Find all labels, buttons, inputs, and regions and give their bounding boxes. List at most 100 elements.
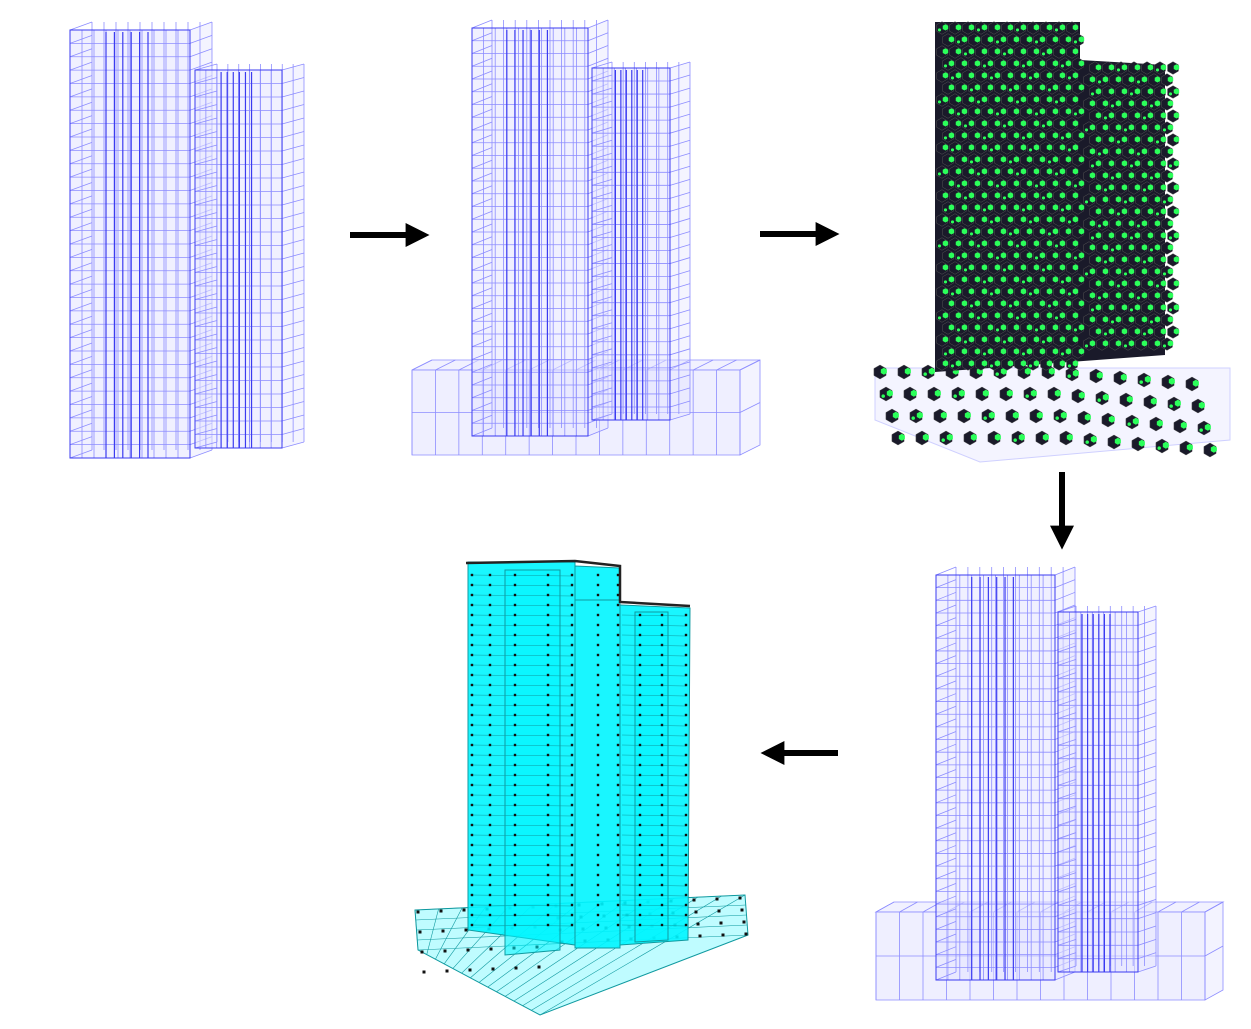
node bbox=[638, 883, 642, 887]
mesh-cell bbox=[1096, 241, 1109, 255]
node bbox=[660, 753, 664, 757]
mesh-cell bbox=[873, 364, 887, 380]
node bbox=[596, 873, 600, 877]
node bbox=[470, 753, 474, 757]
mesh-cell bbox=[1040, 141, 1053, 155]
mesh-cell bbox=[1001, 21, 1014, 35]
mesh-cell bbox=[1033, 57, 1046, 71]
mesh-cell bbox=[1167, 325, 1180, 339]
mesh-cell bbox=[1115, 253, 1128, 267]
mesh-cell bbox=[1083, 97, 1096, 111]
mesh-cell bbox=[968, 105, 981, 119]
node bbox=[570, 843, 574, 847]
node bbox=[488, 743, 492, 747]
mesh-cell bbox=[1053, 189, 1066, 203]
mesh-cell bbox=[1033, 81, 1046, 95]
node bbox=[488, 713, 492, 717]
node bbox=[513, 763, 517, 767]
node bbox=[616, 753, 620, 757]
node bbox=[616, 903, 620, 907]
mesh-cell bbox=[1122, 97, 1135, 111]
mesh-cell bbox=[988, 237, 1001, 251]
tower-a-wireframe bbox=[935, 566, 1076, 981]
mesh-cell bbox=[1053, 357, 1066, 371]
mesh-cell bbox=[1046, 345, 1059, 359]
mesh-cell bbox=[1141, 61, 1154, 75]
mesh-cell bbox=[999, 386, 1013, 402]
node bbox=[513, 823, 517, 827]
mesh-cell bbox=[1128, 229, 1141, 243]
node bbox=[470, 883, 474, 887]
mesh-cell bbox=[942, 153, 955, 167]
node bbox=[660, 883, 664, 887]
node bbox=[616, 723, 620, 727]
mesh-cell bbox=[1066, 333, 1079, 347]
mesh-cell bbox=[1033, 321, 1046, 335]
node bbox=[616, 573, 620, 577]
mesh-cell bbox=[975, 69, 988, 83]
node bbox=[684, 873, 688, 877]
node bbox=[596, 853, 600, 857]
mesh-cell bbox=[988, 333, 1001, 347]
mesh-cell bbox=[949, 237, 962, 251]
node bbox=[514, 966, 518, 970]
mesh-cell bbox=[1059, 81, 1072, 95]
node bbox=[570, 713, 574, 717]
node bbox=[470, 653, 474, 657]
mesh-cell bbox=[1141, 301, 1154, 315]
node bbox=[570, 593, 574, 597]
mesh-cell bbox=[1033, 129, 1046, 143]
node bbox=[546, 883, 550, 887]
panel-3-meshed-model bbox=[873, 21, 1231, 463]
node bbox=[488, 633, 492, 637]
mesh-cell bbox=[1020, 297, 1033, 311]
mesh-cell bbox=[1095, 390, 1109, 406]
mesh-cell bbox=[1109, 73, 1122, 87]
node bbox=[616, 603, 620, 607]
node bbox=[596, 713, 600, 717]
node bbox=[488, 813, 492, 817]
node bbox=[570, 573, 574, 577]
node bbox=[470, 853, 474, 857]
mesh-cell bbox=[1122, 121, 1135, 135]
mesh-cell bbox=[936, 141, 949, 155]
mesh-cell bbox=[1001, 141, 1014, 155]
panel-5-extruded-model bbox=[414, 559, 749, 1016]
mesh-cell bbox=[1027, 69, 1040, 83]
mesh-cell bbox=[1014, 333, 1027, 347]
mesh-cell bbox=[994, 321, 1007, 335]
mesh-cell bbox=[962, 333, 975, 347]
node bbox=[638, 723, 642, 727]
mesh-cell bbox=[955, 153, 968, 167]
node bbox=[488, 673, 492, 677]
mesh-cell bbox=[1014, 213, 1027, 227]
mesh-cell bbox=[1141, 277, 1154, 291]
mesh-cell bbox=[942, 321, 955, 335]
node bbox=[513, 683, 517, 687]
node bbox=[439, 909, 443, 913]
node bbox=[616, 893, 620, 897]
tower-b-wireframe bbox=[591, 61, 691, 421]
mesh-cell bbox=[1083, 73, 1096, 87]
node bbox=[513, 663, 517, 667]
node bbox=[546, 773, 550, 777]
mesh-cell bbox=[975, 285, 988, 299]
mesh-cell bbox=[1102, 157, 1115, 171]
mesh-cell bbox=[1007, 345, 1020, 359]
mesh-cell bbox=[1141, 157, 1154, 171]
mesh-cell bbox=[1014, 21, 1027, 35]
node bbox=[570, 763, 574, 767]
node bbox=[596, 913, 600, 917]
node bbox=[596, 643, 600, 647]
mesh-cell bbox=[1001, 261, 1014, 275]
node bbox=[684, 723, 688, 727]
node bbox=[616, 703, 620, 707]
node bbox=[488, 683, 492, 687]
node bbox=[638, 773, 642, 777]
node bbox=[570, 583, 574, 587]
mesh-cell bbox=[1083, 169, 1096, 183]
mesh-cell bbox=[981, 273, 994, 287]
mesh-cell bbox=[1102, 181, 1115, 195]
node bbox=[616, 843, 620, 847]
mesh-cell bbox=[1027, 333, 1040, 347]
